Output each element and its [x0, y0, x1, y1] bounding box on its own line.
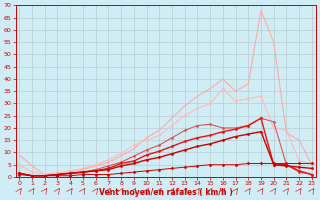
X-axis label: Vent moyen/en rafales ( km/h ): Vent moyen/en rafales ( km/h ) [99, 188, 232, 197]
